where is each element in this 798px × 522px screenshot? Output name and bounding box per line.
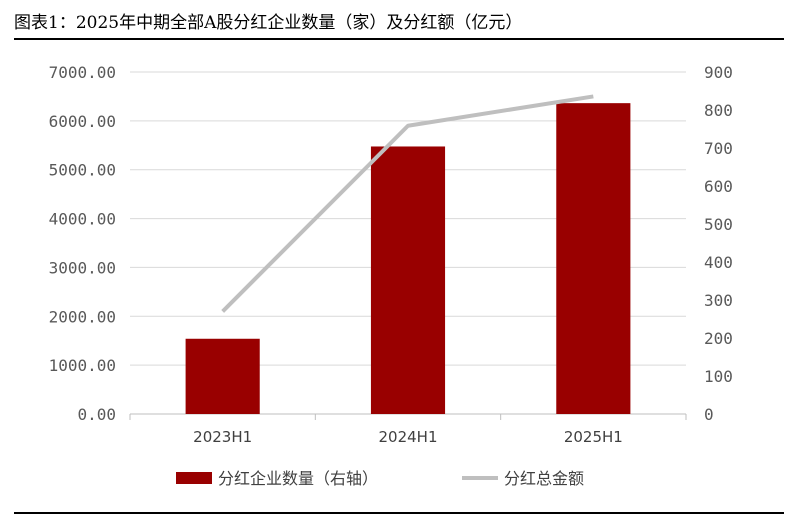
- figure-title: 图表1：2025年中期全部A股分红企业数量（家）及分红额（亿元）: [14, 13, 523, 33]
- x-axis: 2023H1 2024H1 2025H1: [129, 414, 687, 446]
- right-tick-label: 600: [704, 177, 733, 196]
- left-tick-label: 1000.00: [49, 356, 116, 375]
- bar-series: [185, 103, 631, 415]
- x-tick-label: 2024H1: [379, 428, 438, 446]
- right-axis: 0 100 200 300 400 500 600 700 800 900: [704, 63, 733, 424]
- left-tick-label: 5000.00: [49, 161, 116, 180]
- right-tick-label: 900: [704, 63, 733, 82]
- bottom-rule: [14, 512, 784, 514]
- left-tick-label: 3000.00: [49, 258, 116, 277]
- right-tick-label: 300: [704, 291, 733, 310]
- line-series: [221, 94, 594, 313]
- legend-label-bar: 分红企业数量（右轴）: [218, 469, 378, 488]
- right-tick-label: 700: [704, 139, 733, 158]
- right-tick-label: 0: [704, 405, 714, 424]
- bar: [370, 146, 446, 415]
- legend-label-line: 分红总金额: [504, 469, 584, 488]
- legend-swatch-bar: [176, 472, 212, 484]
- top-rule: [14, 38, 784, 40]
- left-tick-label: 0.00: [77, 405, 116, 424]
- bar: [185, 338, 260, 414]
- left-tick-label: 7000.00: [49, 63, 116, 82]
- legend: 分红企业数量（右轴） 分红总金额: [176, 469, 584, 488]
- right-tick-label: 200: [704, 329, 733, 348]
- series-line: [221, 94, 594, 313]
- right-tick-label: 100: [704, 367, 733, 386]
- x-tick-label: 2023H1: [193, 428, 252, 446]
- left-tick-label: 4000.00: [49, 210, 116, 229]
- x-tick-label: 2025H1: [564, 428, 623, 446]
- right-tick-label: 500: [704, 215, 733, 234]
- left-axis: 0.00 1000.00 2000.00 3000.00 4000.00 5000.00 6…: [49, 63, 116, 424]
- left-tick-label: 6000.00: [49, 112, 116, 131]
- right-tick-label: 800: [704, 101, 733, 120]
- left-tick-label: 2000.00: [49, 307, 116, 326]
- right-tick-label: 400: [704, 253, 733, 272]
- bar: [556, 103, 631, 414]
